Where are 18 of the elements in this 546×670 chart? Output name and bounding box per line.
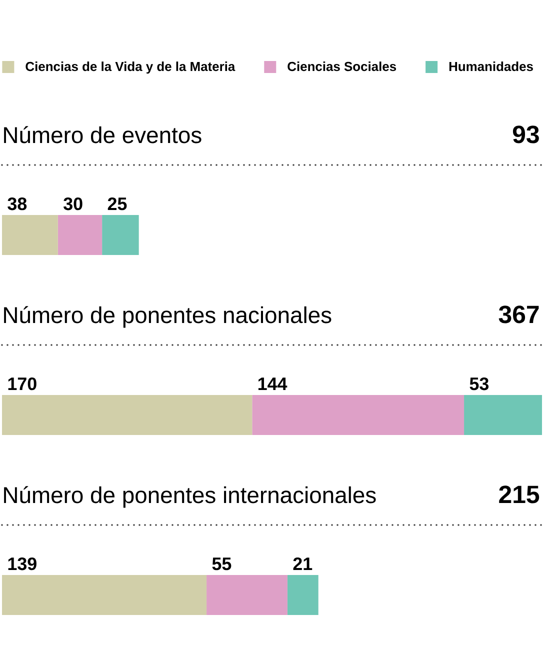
- data-label: 30: [64, 197, 82, 210]
- data-label: 170: [8, 377, 36, 390]
- data-label: 25: [108, 197, 127, 210]
- legend-label: Humanidades: [449, 62, 533, 72]
- data-label: 53: [470, 377, 489, 390]
- data-label: 21: [293, 557, 312, 570]
- data-label: 144: [258, 378, 288, 390]
- data-label: 55: [212, 558, 232, 570]
- y-tick-label: Número de ponentes nacionales: [4, 306, 332, 328]
- y-tick-label: Número de ponentes internacionales: [4, 486, 376, 508]
- annotation: 93: [512, 126, 539, 144]
- data-label: 38: [8, 197, 27, 210]
- data-label: 139: [8, 557, 36, 570]
- annotation: 215: [499, 486, 540, 504]
- legend-label: Ciencias Sociales: [288, 62, 396, 72]
- legend-label: Ciencias de la Vida y de la Materia: [26, 62, 236, 74]
- y-tick-label: Número de eventos: [4, 126, 202, 144]
- annotation: 367: [498, 306, 539, 324]
